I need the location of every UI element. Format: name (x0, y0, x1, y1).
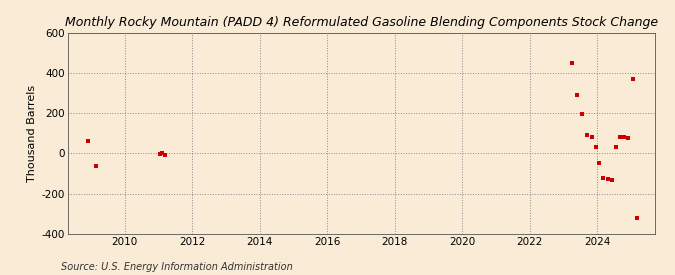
Point (632, 216, 643, 220)
Point (157, 151, 167, 155)
Point (566, 61, 577, 65)
Point (582, 133, 593, 138)
Point (628, 77, 639, 81)
Title: Monthly Rocky Mountain (PADD 4) Reformulated Gasoline Blending Components Stock : Monthly Rocky Mountain (PADD 4) Reformul… (65, 16, 657, 29)
Point (160, 153, 171, 157)
Point (610, 145, 621, 150)
Point (572, 93, 583, 97)
Point (606, 177, 617, 182)
Point (615, 135, 626, 140)
Point (602, 176, 613, 181)
Text: Source: U.S. Energy Information Administration: Source: U.S. Energy Information Administ… (61, 262, 292, 272)
Point (82, 139, 93, 144)
Point (586, 135, 597, 140)
Point (594, 161, 605, 166)
Point (155, 152, 166, 157)
Point (623, 136, 634, 141)
Point (598, 175, 609, 180)
Point (619, 135, 630, 140)
Point (591, 145, 602, 150)
Point (576, 112, 587, 117)
Y-axis label: Thousand Barrels: Thousand Barrels (27, 85, 37, 182)
Point (91, 164, 102, 169)
